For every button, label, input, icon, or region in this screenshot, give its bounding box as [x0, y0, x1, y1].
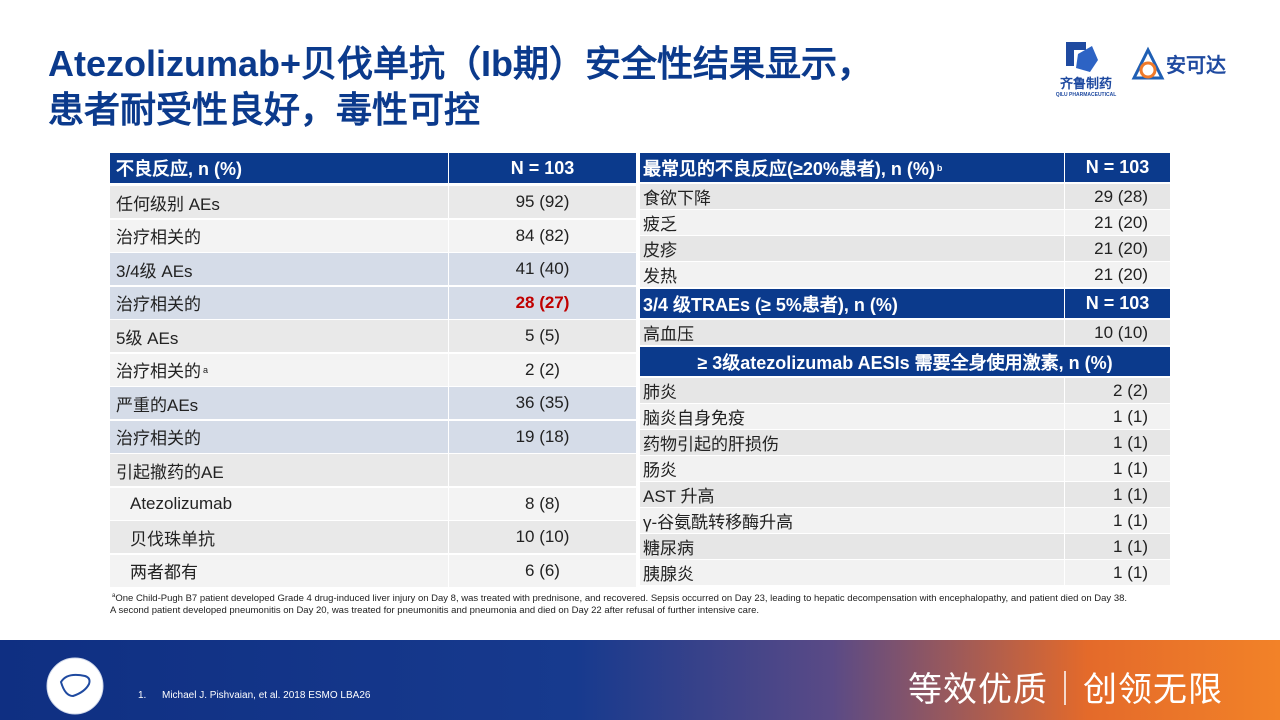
footnote: A second patient developed pneumonitis o… [110, 605, 1160, 616]
row-label: 高血压 [640, 320, 1064, 345]
row-value: 1 (1) [1065, 430, 1170, 455]
row-value: 2 (2) [449, 353, 636, 386]
row-value: 41 (40) [449, 253, 636, 285]
row-value: 1 (1) [1065, 560, 1170, 585]
row-label: 疲乏 [640, 210, 1064, 235]
logo-subtext: QILU PHARMACEUTICAL [1056, 92, 1117, 98]
row-value: 95 (92) [449, 186, 636, 218]
row-value: 1 (1) [1065, 482, 1170, 507]
row-label: 糖尿病 [640, 534, 1064, 559]
row-value: 10 (10) [1065, 320, 1170, 345]
row-label: 治疗相关的 a [110, 353, 448, 386]
row-label: 肺炎 [640, 378, 1064, 403]
row-value: 19 (18) [449, 420, 636, 453]
row-label: 贝伐珠单抗 [110, 521, 448, 553]
row-value [449, 454, 636, 486]
footnote: aOne Child-Pugh B7 patient developed Gra… [110, 591, 1160, 604]
row-label: 皮疹 [640, 236, 1064, 261]
footnote-text: One Child-Pugh B7 patient developed Grad… [115, 593, 1128, 605]
row-label: 治疗相关的 [110, 420, 448, 453]
logo-text: 安可达 [1166, 53, 1226, 77]
row-label: 两者都有 [110, 554, 448, 587]
row-label: 发热 [640, 262, 1064, 287]
row-value: 5 (5) [449, 320, 636, 352]
row-value: 84 (82) [449, 219, 636, 252]
row-value: 6 (6) [449, 554, 636, 587]
row-label: Atezolizumab [110, 487, 448, 520]
row-value: 21 (20) [1065, 236, 1170, 261]
footer-band: 1. Michael J. Pishvaian, et al. 2018 ESM… [0, 640, 1280, 720]
row-value: 21 (20) [1065, 210, 1170, 235]
slogan: 等效优质｜创领无限 [908, 671, 1223, 709]
row-value: 1 (1) [1065, 508, 1170, 533]
row-label: AST 升高 [640, 482, 1064, 507]
row-value: 29 (28) [1065, 184, 1170, 209]
title-line: Atezolizumab+贝伐单抗（Ib期）安全性结果显示， [48, 43, 874, 84]
row-value: 36 (35) [449, 387, 636, 419]
qilu-logo: 齐鲁制药 QILU PHARMACEUTICAL [1056, 42, 1117, 98]
row-label: 任何级别 AEs [110, 186, 448, 218]
logo-text: 齐鲁制药 [1060, 76, 1112, 91]
row-label: 药物引起的肝损伤 [640, 430, 1064, 455]
row-value: 2 (2) [1065, 378, 1170, 403]
section-header: 最常见的不良反应(≥20%患者), n (%) b [640, 153, 1064, 182]
reference: Michael J. Pishvaian, et al. 2018 ESMO L… [162, 690, 371, 701]
row-value: 1 (1) [1065, 456, 1170, 481]
row-label: 治疗相关的 [110, 286, 448, 319]
note-mark: b [936, 162, 943, 173]
row-label: 3/4级 AEs [110, 253, 448, 285]
section-n: N = 103 [1065, 153, 1170, 182]
row-label: 严重的AEs [110, 387, 448, 419]
row-label: γ-谷氨酰转移酶升高 [640, 508, 1064, 533]
row-value: 1 (1) [1065, 534, 1170, 559]
reference-number: 1. [138, 690, 147, 701]
row-label: 肠炎 [640, 456, 1064, 481]
section-header: 3/4 级TRAEs (≥ 5%患者), n (%) [640, 289, 1064, 318]
row-label: 治疗相关的 [110, 219, 448, 252]
section-header: ≥ 3级atezolizumab AESIs 需要全身使用激素, n (%) [640, 347, 1170, 376]
row-value: 28 (27) [449, 286, 636, 319]
row-value: 1 (1) [1065, 404, 1170, 429]
note-mark: a [203, 364, 209, 375]
row-label: 脑炎自身免疫 [640, 404, 1064, 429]
row-label: 引起撤药的AE [110, 454, 448, 486]
footnote-text: A second patient developed pneumonitis o… [110, 605, 760, 616]
note-mark: a [112, 593, 116, 599]
row-label: 5级 AEs [110, 320, 448, 352]
row-value: 21 (20) [1065, 262, 1170, 287]
title-line: 患者耐受性良好，毒性可控 [48, 89, 481, 130]
column-header: 不良反应, n (%) [110, 153, 448, 183]
section-n: N = 103 [1065, 289, 1170, 318]
row-value: 8 (8) [449, 487, 636, 520]
row-value: 10 (10) [449, 521, 636, 553]
anketa-logo: 安可达 [1131, 46, 1226, 80]
row-label: 胰腺炎 [640, 560, 1064, 585]
liver-icon [46, 657, 104, 715]
column-header: N = 103 [449, 153, 636, 183]
row-label: 食欲下降 [640, 184, 1064, 209]
